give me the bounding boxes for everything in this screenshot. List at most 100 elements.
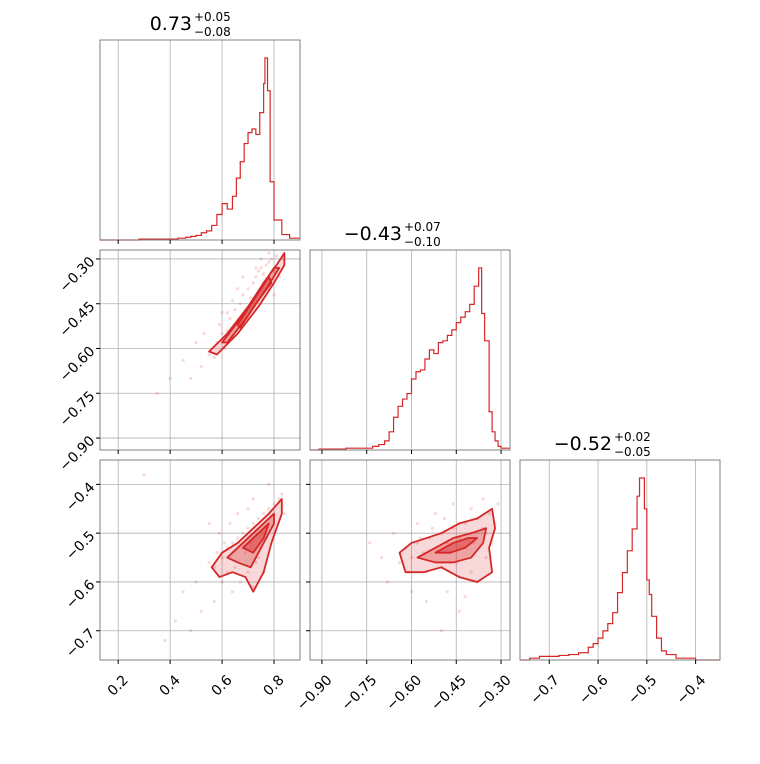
hist-title-plus: +0.07 <box>404 220 441 234</box>
scatter-clip-group <box>368 497 500 633</box>
density-contour <box>416 527 488 564</box>
scatter-point <box>254 275 258 279</box>
density-contour <box>241 522 270 554</box>
y-tick-label: −0.45 <box>57 299 99 341</box>
scatter-point <box>445 590 449 594</box>
histogram-step <box>520 477 720 661</box>
scatter-point <box>262 512 266 516</box>
scatter-point <box>189 376 193 380</box>
x-tick-label: −0.6 <box>576 672 611 707</box>
scatter-point <box>202 331 206 336</box>
scatter-point <box>181 590 185 594</box>
y-axis-labels-1: −0.90−0.75−0.60−0.45−0.30 <box>57 254 99 475</box>
scatter-clip-group <box>155 251 286 395</box>
scatter-point <box>251 281 255 285</box>
scatter-point <box>199 609 203 613</box>
hist-title-value: −0.43 <box>344 223 402 245</box>
scatter-point <box>430 526 434 530</box>
scatter-point <box>207 352 211 357</box>
y-tick-label: −0.90 <box>57 433 99 475</box>
scatter-point <box>368 541 372 545</box>
scatter-point <box>194 340 198 345</box>
scatter-point <box>199 364 203 369</box>
scatter-point <box>173 619 177 623</box>
scatter-point <box>236 512 240 516</box>
scatter-point <box>469 570 473 574</box>
scatter-point <box>251 521 255 526</box>
scatter-point <box>267 251 271 255</box>
density-contour <box>236 275 273 329</box>
hist-title-plus: +0.02 <box>614 430 651 444</box>
y-tick-label: −0.60 <box>57 344 99 386</box>
scatter-point <box>163 638 167 643</box>
panel-frame <box>99 249 301 451</box>
scatter-panel-p1_vs_p0 <box>96 249 301 454</box>
scatter-point <box>220 580 224 584</box>
x-axis-labels-0: 0.2 0.4 0.6 0.8 <box>105 672 288 699</box>
scatter-point <box>409 590 414 594</box>
scatter-point <box>259 266 263 270</box>
hist-panel-1: −0.43 +0.07−0.10 <box>309 220 511 454</box>
scatter-point <box>228 317 232 321</box>
scatter-point <box>481 497 485 501</box>
scatter-point <box>496 502 500 506</box>
x-axis-labels-1: −0.90 −0.75 −0.60 −0.45 −0.30 <box>294 672 515 714</box>
hist-title-minus: −0.05 <box>614 445 651 459</box>
scatter-point <box>267 260 271 264</box>
scatter-point <box>272 502 276 506</box>
scatter-point <box>243 551 248 555</box>
scatter-point <box>181 358 185 363</box>
scatter-point <box>282 512 287 516</box>
hist-title-plus: +0.05 <box>194 10 231 24</box>
y-tick-label: −0.4 <box>63 479 98 514</box>
scatter-point <box>262 272 266 276</box>
scatter-point <box>415 521 420 526</box>
density-contour <box>434 537 479 554</box>
x-tick-label: −0.4 <box>674 672 709 707</box>
scatter-point <box>207 521 211 526</box>
scatter-point <box>267 482 271 486</box>
y-axis-labels-2: −0.7 −0.6 −0.5 −0.4 <box>63 479 98 661</box>
scatter-point <box>463 594 467 599</box>
scatter-point <box>194 580 198 584</box>
scatter-point <box>380 555 384 560</box>
scatter-point <box>168 376 172 380</box>
scatter-point <box>236 536 240 540</box>
scatter-point <box>254 266 258 270</box>
scatter-point <box>487 512 491 516</box>
y-tick-label: −0.5 <box>63 528 98 563</box>
scatter-point <box>241 531 245 535</box>
scatter-point <box>238 302 242 306</box>
scatter-point <box>220 555 224 560</box>
scatter-point <box>230 590 235 594</box>
scatter-panel-p2_vs_p1 <box>306 459 511 664</box>
panel-frame <box>309 249 511 451</box>
y-tick-label: −0.7 <box>63 626 98 661</box>
x-tick-label: 0.4 <box>157 672 184 699</box>
scatter-point <box>225 311 229 315</box>
scatter-point <box>251 585 255 589</box>
hist-title-value: −0.52 <box>554 433 612 455</box>
panel-frame <box>99 39 301 241</box>
scatter-point <box>236 287 240 291</box>
scatter-point <box>251 497 255 501</box>
scatter-point <box>246 570 250 574</box>
scatter-point <box>439 629 443 633</box>
scatter-point <box>155 391 159 395</box>
scatter-point <box>256 269 261 273</box>
panel-frame <box>309 459 511 661</box>
scatter-point <box>228 521 232 526</box>
scatter-point <box>230 541 235 545</box>
hist-title-minus: −0.08 <box>194 25 231 39</box>
x-tick-label: −0.45 <box>428 672 470 714</box>
scatter-point <box>212 355 216 360</box>
scatter-point <box>212 599 216 604</box>
y-tick-label: −0.75 <box>57 388 99 430</box>
hist-title-minus: −0.10 <box>404 235 441 249</box>
scatter-point <box>223 541 227 545</box>
x-tick-label: −0.90 <box>294 672 336 714</box>
y-tick-label: −0.30 <box>57 254 99 296</box>
scatter-point <box>254 560 258 565</box>
x-tick-label: −0.5 <box>625 672 660 707</box>
